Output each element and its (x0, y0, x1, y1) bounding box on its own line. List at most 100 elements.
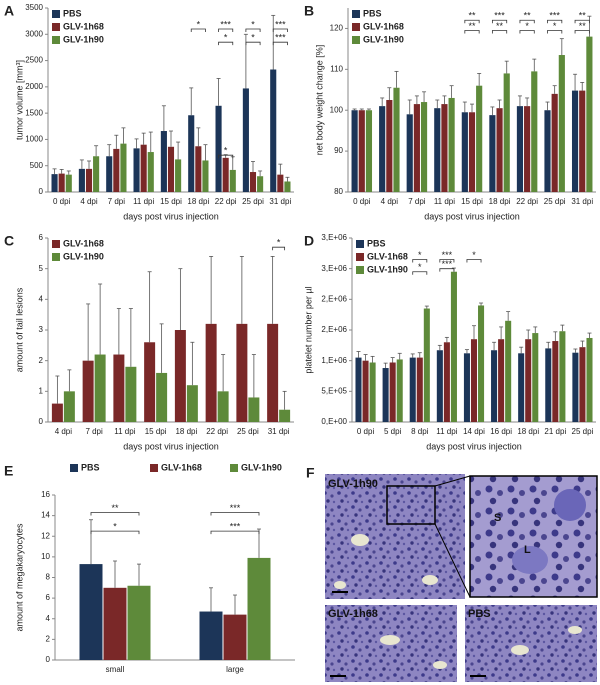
micrograph-panel: F GLV-1h90 S L GLV-1h68 PBS (306, 465, 598, 682)
significance-label: *** (549, 11, 560, 21)
bar (558, 55, 565, 193)
micrograph (465, 605, 597, 682)
legend-label: GLV-1h68 (367, 251, 408, 261)
error-bar (366, 108, 371, 111)
significance-label: * (251, 19, 255, 29)
significance-bracket (218, 154, 234, 159)
y-axis-title: net body weight change [%] (314, 45, 324, 156)
panel-letter: C (4, 233, 14, 249)
x-tick-label: 0 dpi (357, 427, 375, 436)
bar (125, 366, 137, 422)
micrograph (325, 474, 465, 599)
x-tick-label: 31 dpi (571, 197, 593, 206)
error-bar (477, 73, 482, 86)
significance-label: * (553, 21, 557, 31)
x-tick-label: 22 dpi (215, 197, 237, 206)
error-bar (159, 323, 164, 373)
bar (78, 168, 85, 192)
error-bar (552, 85, 557, 94)
significance-label: * (277, 238, 281, 248)
zoom-line (434, 523, 471, 598)
x-tick-label: 21 dpi (544, 427, 566, 436)
error-bar (394, 70, 399, 88)
legend-swatch (230, 464, 238, 472)
bar (559, 331, 566, 422)
bar (222, 157, 229, 192)
bar (140, 144, 147, 192)
error-bar (128, 308, 133, 367)
y-axis-title: platelet number per µl (303, 286, 313, 373)
x-tick-label: 15 dpi (145, 427, 167, 436)
bar (156, 372, 168, 422)
panel-letter: F (306, 465, 315, 481)
bar (476, 85, 483, 192)
error-bar (519, 346, 524, 354)
error-bar (189, 87, 194, 116)
bar (93, 156, 100, 192)
error-bar (59, 168, 64, 174)
bar (175, 159, 182, 192)
legend-swatch (70, 464, 78, 472)
error-bar (526, 329, 531, 340)
bar (406, 114, 413, 192)
significance-bracket (464, 19, 480, 24)
error-bar (424, 305, 429, 309)
legend-label: GLV-1h68 (161, 462, 202, 472)
error-bar (442, 95, 447, 105)
error-bar (67, 369, 72, 392)
bar (85, 168, 93, 192)
y-tick-label: 90 (334, 146, 343, 155)
x-tick-label: 7 dpi (408, 197, 426, 206)
bar (409, 357, 416, 422)
bar (358, 110, 365, 192)
vessel (422, 575, 438, 585)
error-bar (169, 130, 173, 147)
y-tick-label: 80 (334, 187, 343, 196)
legend-label: PBS (363, 8, 382, 18)
significance-bracket (519, 30, 535, 34)
bar (58, 173, 65, 192)
zoom-box (386, 485, 436, 525)
x-tick-label: 11 dpi (436, 427, 457, 436)
bar (188, 115, 195, 192)
x-tick-label: 11 dpi (133, 197, 154, 206)
significance-bracket (439, 268, 455, 272)
x-tick-label: 31 dpi (268, 427, 290, 436)
bar (571, 90, 579, 192)
bar (545, 348, 552, 422)
significance-label: *** (494, 11, 505, 21)
x-tick-label: 15 dpi (160, 197, 182, 206)
y-tick-label: 3500 (25, 3, 43, 12)
bar (51, 403, 63, 422)
bar (423, 308, 430, 422)
legend-swatch (356, 253, 364, 261)
error-bar (221, 354, 226, 392)
error-bar (422, 91, 427, 103)
vessel (351, 534, 369, 546)
y-tick-label: 4 (39, 294, 44, 303)
legend-label: GLV-1h68 (63, 238, 104, 248)
x-axis-title: days post virus injection (426, 441, 522, 451)
bar (236, 323, 248, 422)
significance-bracket (547, 19, 563, 24)
x-tick-label: 22 dpi (516, 197, 538, 206)
error-bar (190, 341, 195, 386)
significance-label: ** (496, 21, 504, 31)
significance-bracket (218, 41, 234, 46)
x-tick-label: large (226, 665, 244, 674)
significance-bracket (547, 30, 563, 34)
y-tick-label: 2500 (25, 56, 43, 65)
panel-letter: D (304, 233, 314, 249)
error-bar (363, 354, 368, 361)
error-bar (230, 156, 235, 170)
significance-label: ** (579, 21, 587, 31)
error-bar (517, 95, 522, 107)
error-bar (383, 362, 388, 369)
legend-swatch (52, 240, 60, 248)
error-bar (370, 355, 375, 363)
bar (544, 110, 551, 192)
significance-label: ** (579, 11, 587, 21)
error-bar (479, 302, 484, 306)
y-tick-label: 0 (39, 187, 44, 196)
bar (382, 368, 389, 422)
